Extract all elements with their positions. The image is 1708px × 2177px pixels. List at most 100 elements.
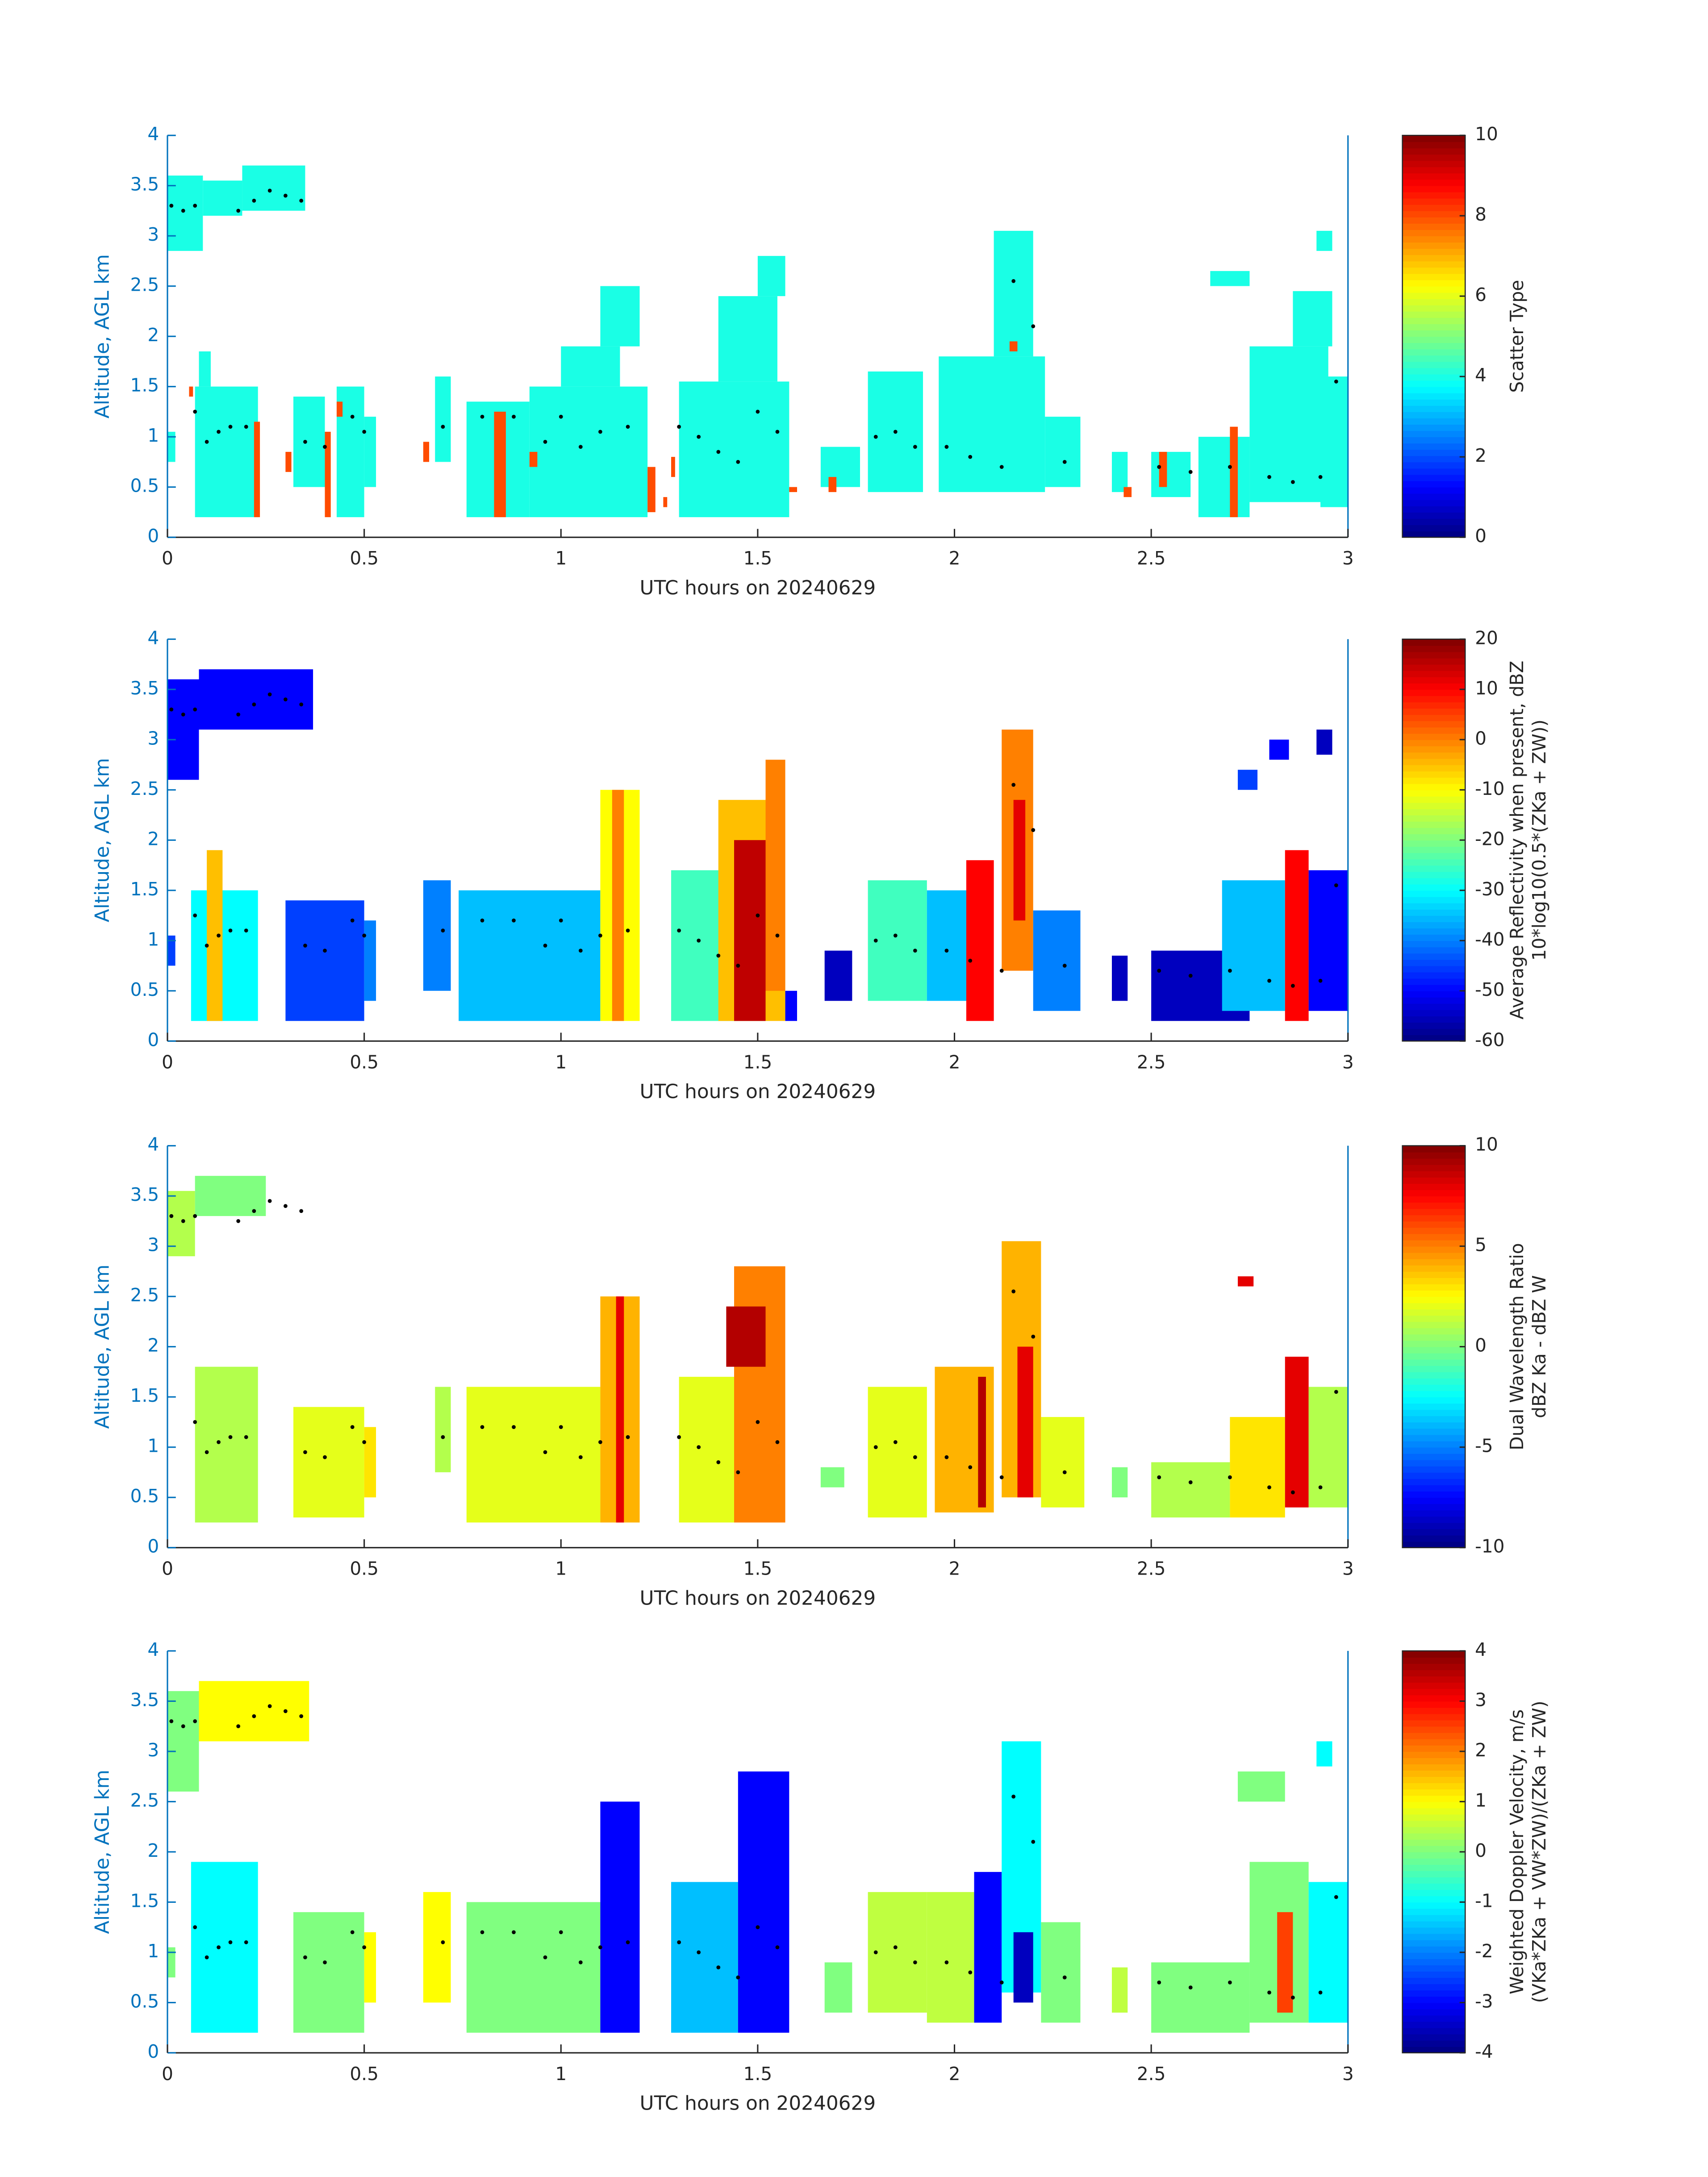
colorbar-swatch [1402,1277,1466,1284]
colorbar-swatch [1402,1939,1466,1947]
point [480,918,484,923]
colorbar-swatch [1402,1651,1466,1658]
colorbar-swatch [1402,1371,1466,1379]
point [697,1950,701,1955]
colorbar-swatch [1402,2009,1466,2016]
colorbar-swatch [1402,1265,1466,1272]
point [913,1455,917,1459]
cell [820,447,860,487]
point [1157,465,1161,469]
point [1011,279,1016,283]
cell [1222,880,1285,1011]
point [1334,883,1338,887]
colorbar-swatch [1402,990,1466,998]
colorbar-swatch [1402,1933,1466,1940]
cell [285,451,292,472]
panel: 0 0.5 1 1.5 2 2.5 3 3.5 4 0 0.5 1 1.5 2 2.5 3 UTC hours … [91,123,1528,599]
point [350,918,355,923]
point [1318,1990,1323,1995]
colorbar-swatch [1402,752,1466,759]
colorbar-swatch [1402,972,1466,979]
colorbar-swatch [1402,1958,1466,1965]
point [697,435,701,439]
point [303,1450,307,1454]
cell [1285,850,1309,1021]
colorbar-swatch [1402,1328,1466,1335]
cell [435,376,451,462]
y-tick-label: 3.5 [130,677,159,699]
cell [293,1407,364,1518]
cell [1308,1387,1348,1508]
cell [195,386,258,518]
point [267,692,272,697]
colorbar-swatch [1402,1927,1466,1934]
point [1031,828,1036,832]
colorbar-swatch [1402,148,1466,155]
colorbar-swatch [1402,1990,1466,1997]
point [362,430,366,434]
colorbar-swatch [1402,1770,1466,1777]
colorbar-swatch [1402,393,1466,400]
point [362,933,366,938]
point [1157,969,1161,973]
colorbar-label: Dual Wavelength Ratio [1506,1243,1528,1450]
y-axis-label: Altitude, AGL km [91,1770,113,1934]
colorbar-swatch [1402,1453,1466,1460]
colorbar-swatch [1402,997,1466,1004]
point [512,1425,516,1429]
point [1318,978,1323,983]
colorbar-swatch [1402,1952,1466,1959]
colorbar-swatch [1402,1309,1466,1316]
colorbar-swatch [1402,1221,1466,1228]
cell [1151,1962,1250,2033]
colorbar-swatch [1402,1851,1466,1859]
point [756,1420,760,1424]
point [193,1719,197,1723]
point [944,1455,949,1459]
colorbar-swatch [1402,1441,1466,1448]
point [252,1714,256,1718]
cell [868,1387,927,1518]
point [944,445,949,449]
colorbar-swatch [1402,808,1466,815]
point [999,1475,1004,1479]
colorbar-swatch [1402,1190,1466,1197]
colorbar-tick-label: 20 [1475,627,1498,648]
point [944,1960,949,1964]
colorbar-swatch [1402,1303,1466,1310]
cell [1198,437,1250,518]
cell [738,1771,789,2033]
cell [616,1296,624,1523]
point [1334,380,1338,384]
colorbar-tick-label: -10 [1475,778,1504,799]
point [1188,974,1193,978]
colorbar-swatch [1402,1252,1466,1259]
y-tick-label: 2 [147,1335,159,1356]
colorbar-swatch [1402,173,1466,180]
colorbar-swatch [1402,790,1466,797]
colorbar-swatch [1402,1764,1466,1771]
point [893,430,898,434]
cell [927,1892,974,2023]
x-tick-label: 1.5 [743,1558,773,1579]
point [284,1709,288,1713]
point [1062,1470,1067,1475]
colorbar-swatch [1402,1391,1466,1398]
point [626,1435,630,1439]
colorbar-swatch [1402,639,1466,646]
colorbar-swatch [1402,802,1466,809]
x-tick-label: 1.5 [743,547,773,569]
colorbar-tick-label: -3 [1475,1990,1493,2012]
colorbar-swatch [1402,1296,1466,1304]
colorbar-swatch [1402,135,1466,142]
point [598,430,602,434]
point [968,455,973,459]
colorbar-swatch [1402,1726,1466,1733]
point [543,944,547,948]
y-tick-label: 4 [147,123,159,145]
plot-area [167,669,1348,1021]
point [267,188,272,193]
point [873,435,878,439]
colorbar-swatch [1402,1466,1466,1473]
colorbar-swatch [1402,1864,1466,1871]
